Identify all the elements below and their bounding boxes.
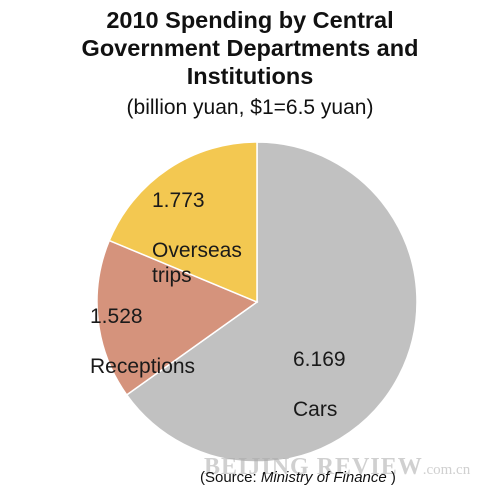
slice-value-receptions: 1.528 (90, 305, 143, 328)
slice-label-cars: 6.169 Cars (293, 322, 346, 447)
slice-value-overseas-trips: 1.773 (152, 189, 205, 212)
source-note: (Source: Ministry of Finance ) (200, 469, 396, 486)
pie-slice-cars (125, 141, 418, 463)
chart-title: 2010 Spending by Central Government Depa… (81, 7, 419, 89)
pie-slice-overseas-trips (108, 141, 258, 304)
pie-slice-receptions (96, 239, 259, 396)
slice-category-overseas-trips: Overseas trips (152, 239, 242, 287)
slice-category-receptions: Receptions (90, 355, 196, 378)
chart-subtitle: (billion yuan, $1=6.5 yuan) (126, 96, 374, 119)
slice-value-cars: 6.169 (293, 348, 346, 371)
slice-label-receptions: 1.528 Receptions (90, 279, 195, 404)
slice-label-overseas-trips: 1.773 Overseas trips (152, 163, 242, 313)
slice-category-cars: Cars (293, 398, 338, 421)
